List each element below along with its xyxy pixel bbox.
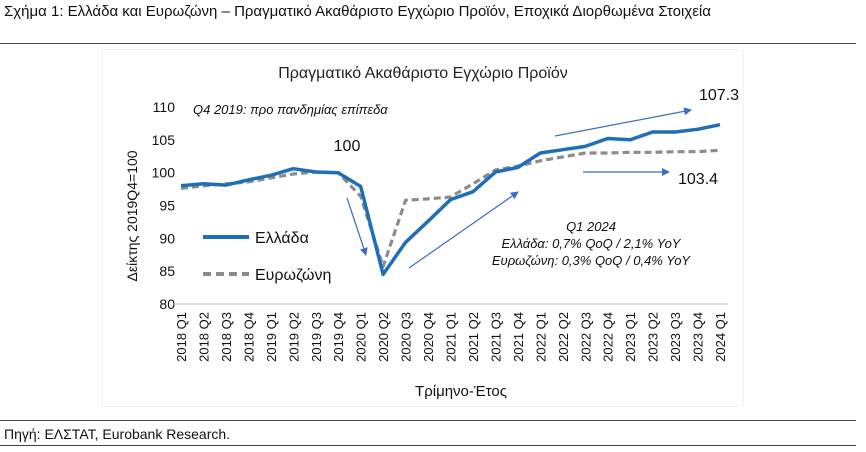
annotation-q1-greece: Ελλάδα: 0,7% QoQ / 2,1% YoY [502,236,682,251]
x-tick-label: 2022 Q1 [533,312,548,362]
source-divider-top [0,420,856,421]
legend: Ελλάδα Ευρωζώνη [203,230,331,284]
x-tick-label: 2018 Q2 [196,312,211,362]
x-tick-label: 2022 Q4 [601,312,616,362]
chart-title: Πραγματικό Ακαθάριστο Εγχώριο Προϊόν [278,65,568,82]
legend-label-eurozone: Ευρωζώνη [255,267,331,284]
annotation-100: 100 [334,138,361,155]
annotation-end-eurozone: 103.4 [678,171,718,188]
gdp-chart: Πραγματικό Ακαθάριστο Εγχώριο Προϊόν Q4 … [124,65,739,400]
x-tick-label: 2019 Q1 [264,312,279,362]
y-tick-label: 95 [159,198,175,214]
x-tick-label: 2019 Q3 [309,312,324,362]
y-tick-label: 100 [152,165,176,181]
annotation-pre-pandemic: Q4 2019: προ πανδημίας επίπεδα [193,102,388,117]
figure-title: Σχήμα 1: Ελλάδα και Ευρωζώνη – Πραγματικ… [4,3,711,20]
x-tick-label: 2018 Q4 [241,312,256,362]
x-tick-label: 2020 Q3 [399,312,414,362]
x-tick-label: 2020 Q4 [421,312,436,362]
source-note: Πηγή: ΕΛΣΤΑΤ, Eurobank Research. [4,426,231,442]
source-divider-bottom [0,445,856,446]
annotation-q1-heading: Q1 2024 [566,219,616,234]
x-tick-label: 2018 Q3 [219,312,234,362]
y-tick-label: 80 [159,296,175,312]
title-divider [0,43,856,44]
arrow-greece-trend [554,107,692,137]
y-tick-label: 85 [159,263,175,279]
x-tick-label: 2019 Q4 [331,312,346,362]
arrow-recovery [408,191,519,269]
x-tick-label: 2020 Q1 [354,312,369,362]
y-axis: 80 85 90 95 100 105 110 [152,99,176,312]
x-tick-label: 2020 Q2 [376,312,391,362]
x-tick-label: 2022 Q2 [556,312,571,362]
y-tick-label: 90 [159,230,175,246]
annotation-end-greece: 107.3 [699,87,739,104]
y-tick-label: 110 [153,99,176,115]
x-tick-label: 2018 Q1 [174,312,189,362]
y-tick-label: 105 [152,132,176,148]
x-tick-label: 2024 Q1 [713,312,728,362]
x-axis: 2018 Q1 2018 Q2 2018 Q3 2018 Q4 2019 Q1 2019 … [173,303,728,362]
x-tick-label: 2019 Q2 [286,312,301,362]
annotation-q1-eurozone: Ευρωζώνη: 0,3% QoQ / 0,4% YoY [492,253,692,268]
x-tick-label: 2021 Q3 [488,312,503,362]
x-tick-label: 2023 Q2 [646,312,661,362]
x-tick-label: 2021 Q2 [466,312,481,362]
x-tick-label: 2021 Q1 [444,312,459,362]
arrow-drop [346,197,368,256]
legend-label-greece: Ελλάδα [255,230,309,247]
x-tick-label: 2022 Q3 [578,312,593,362]
y-axis-label: Δείκτης 2019Q4=100 [124,150,140,281]
trend-arrows [346,107,692,269]
series-layer [180,122,721,277]
series-line-greece [180,122,721,277]
x-tick-label: 2023 Q3 [668,312,683,362]
x-tick-label: 2023 Q1 [623,312,638,362]
series-line-eurozone [180,148,721,269]
x-axis-label: Τρίμηνο-Έτος [415,383,507,400]
x-tick-label: 2021 Q4 [511,312,526,362]
x-tick-label: 2023 Q4 [691,312,706,362]
chart-panel: Πραγματικό Ακαθάριστο Εγχώριο Προϊόν Q4 … [103,50,743,406]
